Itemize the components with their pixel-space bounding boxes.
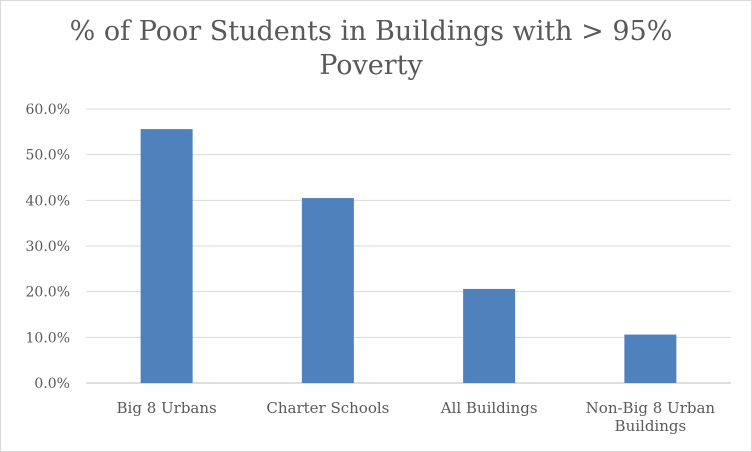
y-tick-label: 10.0% <box>26 330 70 346</box>
y-tick-label: 50.0% <box>26 148 70 164</box>
x-tick-label: All Buildings <box>440 399 538 417</box>
y-tick-label: 20.0% <box>26 285 70 301</box>
x-tick-label: Charter Schools <box>266 399 389 417</box>
y-tick-label: 60.0% <box>26 102 70 118</box>
chart-title: % of Poor Students in Buildings with > 9… <box>69 16 673 81</box>
bar <box>463 288 516 383</box>
y-tick-label: 40.0% <box>26 193 70 209</box>
y-tick-label: 30.0% <box>26 239 70 255</box>
bar <box>140 129 193 383</box>
bar <box>301 198 354 383</box>
x-tick-label: Big 8 Urbans <box>117 399 217 417</box>
x-tick-label: Non-Big 8 Urban Buildings <box>586 399 716 435</box>
bar <box>624 334 677 383</box>
y-tick-label: 0.0% <box>34 376 70 392</box>
